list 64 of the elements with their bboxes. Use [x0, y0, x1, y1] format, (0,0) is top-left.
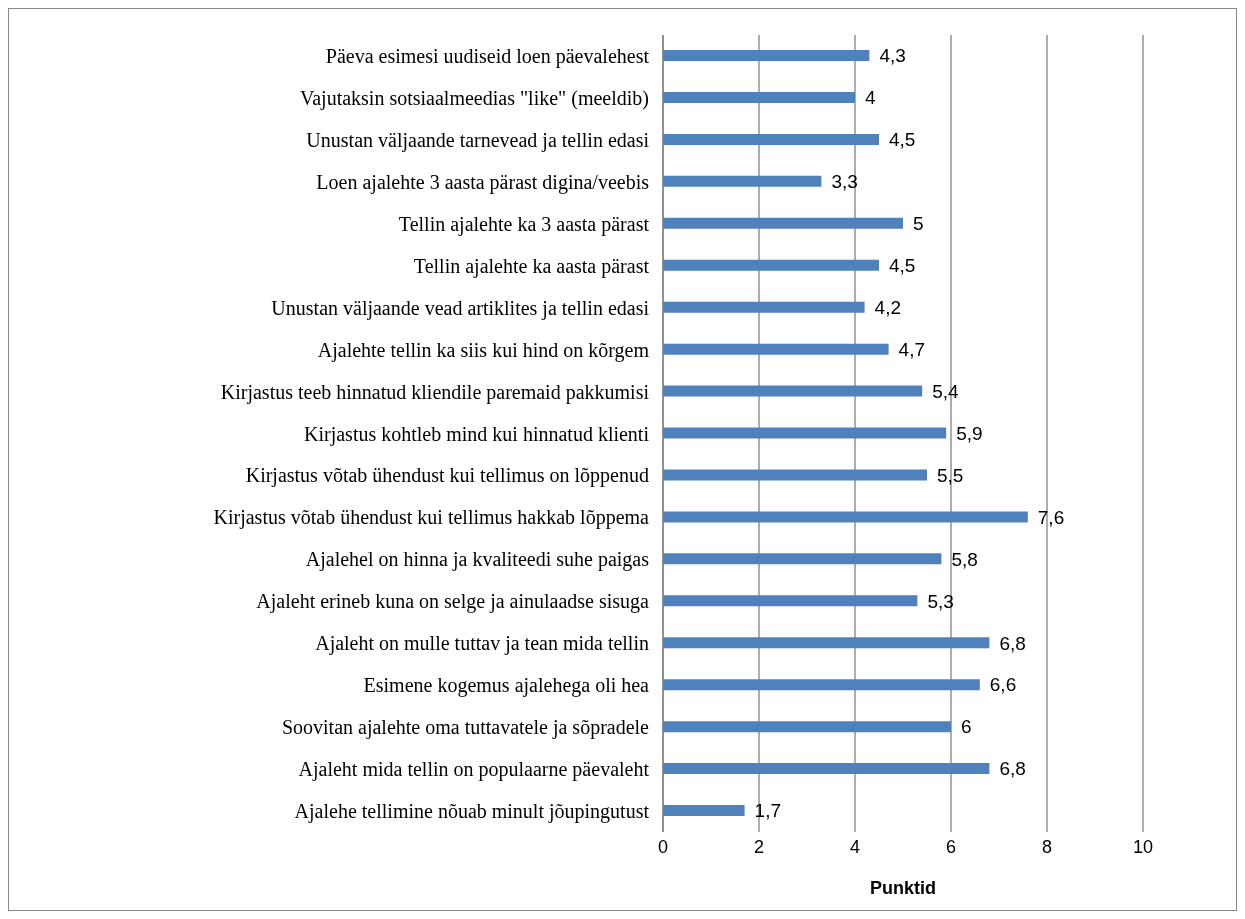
data-label: 6,8: [999, 632, 1026, 654]
data-label: 6: [961, 716, 972, 738]
data-label: 1,7: [754, 800, 782, 822]
data-label: 5,4: [932, 380, 960, 402]
data-label: 4,2: [874, 296, 902, 318]
y-tick-label: Ajaleht on mulle tuttav ja tean mida tellin: [315, 632, 649, 656]
bar: [663, 133, 879, 145]
y-tick-label: Päeva esimesi uudiseid loen päevalehest: [325, 44, 650, 68]
y-tick-label: Ajalehte tellin ka siis kui hind on kõrgem: [317, 338, 650, 362]
bar: [663, 721, 951, 733]
bar: [663, 595, 918, 607]
data-label: 4: [865, 87, 876, 109]
bar: [663, 301, 865, 313]
data-label: 5,9: [956, 422, 983, 444]
bar: [663, 427, 947, 439]
y-tick-label: Unustan väljaande vead artiklites ja tellin edasi: [271, 296, 650, 320]
y-tick-label: Ajalehel on hinna ja kvaliteedi suhe paigas: [305, 548, 650, 572]
data-label: 6,8: [999, 758, 1026, 780]
y-tick-label: Esimene kogemus ajalehega oli hea: [363, 674, 650, 698]
bar: [663, 217, 903, 229]
bar: [663, 343, 889, 355]
bar: [663, 91, 855, 103]
bar: [663, 259, 879, 271]
bar: [663, 679, 980, 691]
y-tick-label: Ajalehe tellimine nõuab minult jõupingutust: [294, 800, 650, 824]
y-tick-label: Tellin ajalehte ka aasta pärast: [413, 254, 650, 278]
data-label: 5,8: [951, 548, 978, 570]
data-label: 4,5: [889, 129, 916, 151]
x-tick-label: 0: [657, 836, 669, 857]
y-tick-label: Ajaleht mida tellin on populaarne päevaleht: [298, 758, 650, 782]
y-tick-label: Ajaleht erineb kuna on selge ja ainulaadse sisuga: [256, 590, 650, 614]
bar: [663, 469, 927, 481]
y-tick-label: Kirjastus kohtleb mind kui hinnatud klienti: [304, 422, 650, 446]
y-tick-label: Kirjastus võtab ühendust kui tellimus on lõppenud: [245, 464, 649, 488]
bar: [663, 175, 822, 187]
y-tick-label: Tellin ajalehte ka 3 aasta pärast: [398, 212, 650, 236]
data-label: 4,5: [889, 254, 916, 276]
x-axis-title: Punktid: [870, 878, 936, 898]
data-label: 5,5: [937, 464, 964, 486]
data-label: 3,3: [831, 171, 858, 193]
data-label: 5: [913, 213, 924, 235]
bar: [663, 511, 1028, 523]
bar: [663, 637, 990, 649]
data-label: 7,6: [1037, 506, 1065, 528]
x-tick-label: 8: [1041, 836, 1053, 857]
bar: [663, 763, 990, 775]
x-tick-label: 10: [1132, 836, 1154, 857]
y-tick-label: Vajutaksin sotsiaalmeedias "like" (meeldib): [299, 86, 649, 110]
data-label: 4,3: [879, 45, 906, 67]
y-tick-label: Soovitan ajalehte oma tuttavatele ja sõpradele: [281, 716, 650, 740]
data-label: 5,3: [927, 590, 954, 612]
y-tick-label: Kirjastus teeb hinnatud kliendile paremaid pakkumisi: [220, 380, 650, 404]
bar: [663, 553, 942, 565]
x-tick-label: 2: [753, 836, 765, 857]
y-tick-label: Kirjastus võtab ühendust kui tellimus hakkab lõppema: [213, 506, 650, 530]
x-tick-label: 6: [945, 836, 957, 857]
bar: [663, 805, 745, 817]
data-label: 6,6: [989, 674, 1017, 696]
bar: [663, 385, 923, 397]
bar: [663, 50, 870, 61]
data-label: 4,7: [898, 338, 926, 360]
y-tick-label: Loen ajalehte 3 aasta pärast digina/veebis: [316, 170, 650, 194]
y-tick-label: Unustan väljaande tarnevead ja tellin edasi: [306, 128, 650, 152]
x-tick-label: 4: [849, 836, 861, 857]
